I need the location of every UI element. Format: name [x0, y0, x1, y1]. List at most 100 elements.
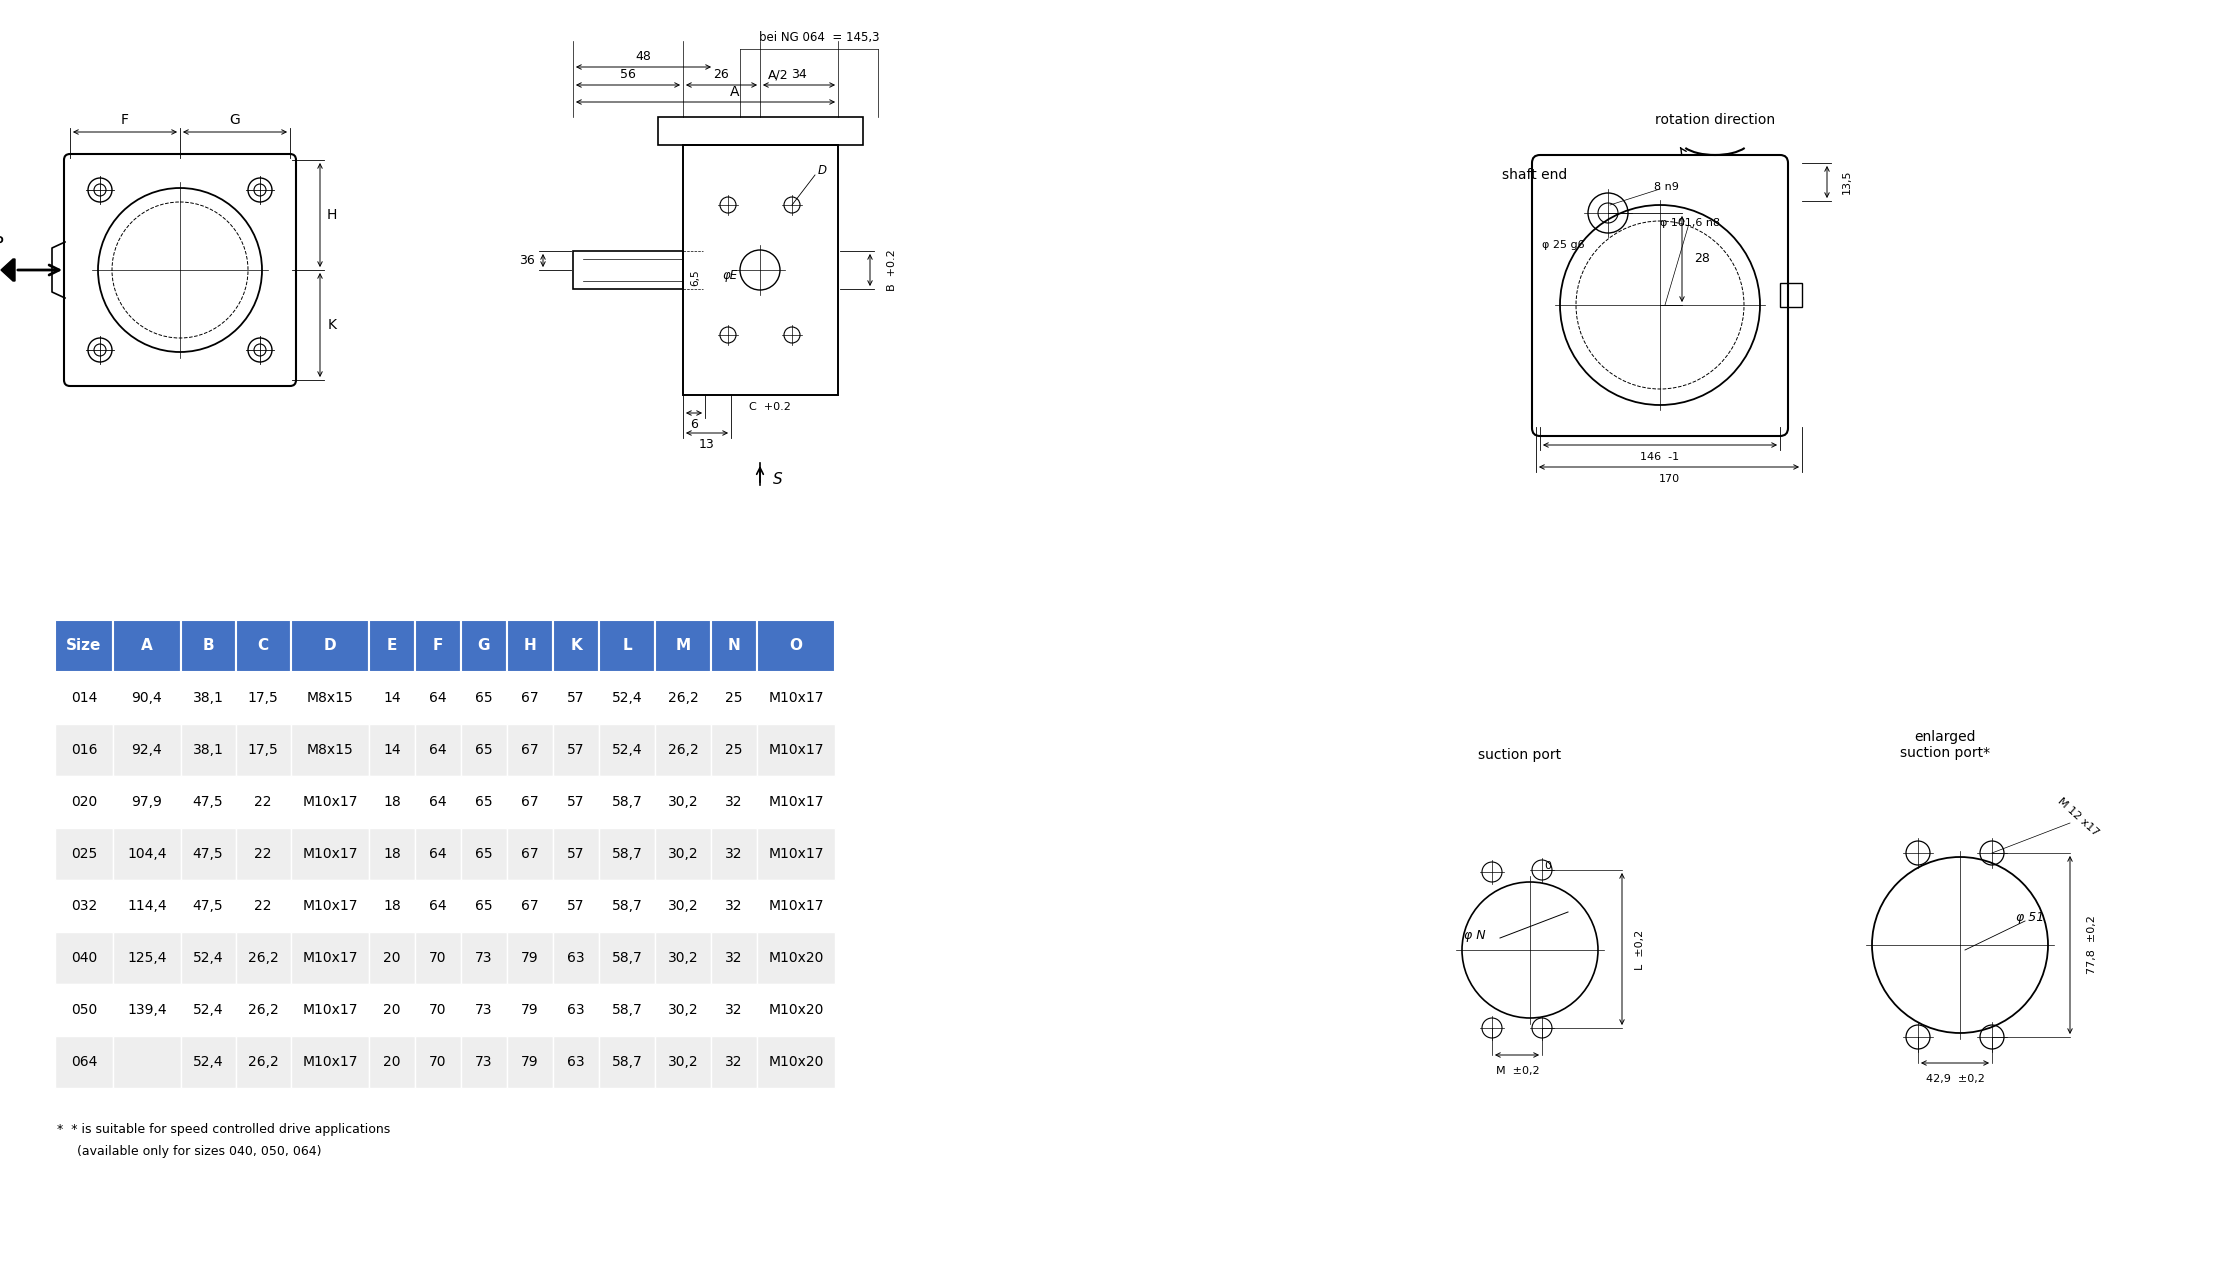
Text: Size: Size: [67, 638, 103, 654]
Text: A: A: [729, 85, 740, 99]
Text: 73: 73: [475, 1003, 493, 1017]
Bar: [236, 932, 290, 984]
Bar: [114, 828, 181, 880]
Text: M10x17: M10x17: [769, 847, 823, 862]
Bar: [415, 1036, 462, 1088]
Text: 14: 14: [384, 743, 401, 758]
Bar: [711, 880, 756, 932]
Text: 064: 064: [71, 1055, 98, 1070]
Bar: [368, 776, 415, 828]
Text: D: D: [323, 638, 337, 654]
Text: 25: 25: [725, 743, 743, 758]
Bar: [462, 672, 506, 724]
Bar: [658, 117, 863, 145]
Bar: [368, 984, 415, 1036]
Bar: [114, 1036, 181, 1088]
Bar: [553, 984, 600, 1036]
Text: 014: 014: [71, 691, 98, 705]
Text: 30,2: 30,2: [667, 795, 698, 809]
Text: φ N: φ N: [1465, 928, 1485, 941]
Bar: [656, 1036, 711, 1088]
Bar: [181, 672, 236, 724]
Text: 79: 79: [522, 951, 540, 966]
Text: 30,2: 30,2: [667, 847, 698, 862]
Text: 42,9  ±0,2: 42,9 ±0,2: [1924, 1073, 1985, 1084]
Text: 65: 65: [475, 899, 493, 913]
Text: 25: 25: [725, 691, 743, 705]
Bar: [290, 620, 368, 672]
Text: 63: 63: [566, 1003, 584, 1017]
Bar: [573, 250, 682, 289]
Text: 20: 20: [384, 1003, 401, 1017]
Bar: [553, 620, 600, 672]
Text: 26,2: 26,2: [248, 1055, 279, 1070]
Text: C  +0.2: C +0.2: [749, 402, 792, 412]
Text: 38,1: 38,1: [192, 691, 223, 705]
Text: 30,2: 30,2: [667, 951, 698, 966]
Bar: [415, 776, 462, 828]
Text: 47,5: 47,5: [192, 795, 223, 809]
Text: 90,4: 90,4: [132, 691, 163, 705]
Text: 47,5: 47,5: [192, 847, 223, 862]
Text: M8x15: M8x15: [308, 743, 352, 758]
Bar: [56, 880, 114, 932]
Text: H: H: [328, 208, 337, 222]
Text: M10x17: M10x17: [303, 1003, 357, 1017]
Bar: [290, 672, 368, 724]
Bar: [114, 672, 181, 724]
Bar: [656, 828, 711, 880]
Bar: [553, 828, 600, 880]
Text: 125,4: 125,4: [127, 951, 167, 966]
Bar: [553, 932, 600, 984]
Bar: [600, 984, 656, 1036]
Bar: [756, 620, 834, 672]
Text: 38,1: 38,1: [192, 743, 223, 758]
Text: L  ±0,2: L ±0,2: [1635, 930, 1646, 971]
Text: rotation direction: rotation direction: [1655, 113, 1775, 127]
Bar: [462, 724, 506, 776]
Bar: [756, 672, 834, 724]
Text: 34: 34: [792, 68, 807, 81]
Text: 8 n9: 8 n9: [1655, 182, 1679, 193]
Text: M10x20: M10x20: [769, 1055, 823, 1070]
Text: 64: 64: [428, 795, 446, 809]
Text: 032: 032: [71, 899, 98, 913]
Text: M10x17: M10x17: [769, 899, 823, 913]
Bar: [756, 984, 834, 1036]
Text: M10x17: M10x17: [303, 951, 357, 966]
Bar: [711, 932, 756, 984]
Text: 52,4: 52,4: [192, 1003, 223, 1017]
Text: C: C: [256, 638, 268, 654]
Text: 73: 73: [475, 1055, 493, 1070]
Text: 58,7: 58,7: [611, 1003, 642, 1017]
Bar: [506, 880, 553, 932]
Bar: [236, 672, 290, 724]
Bar: [56, 828, 114, 880]
Bar: [600, 672, 656, 724]
Text: 67: 67: [522, 743, 540, 758]
Text: 14: 14: [384, 691, 401, 705]
Text: 32: 32: [725, 1003, 743, 1017]
Bar: [600, 880, 656, 932]
Text: 22: 22: [254, 795, 272, 809]
Text: 26,2: 26,2: [667, 691, 698, 705]
Text: F: F: [120, 113, 129, 127]
Text: 67: 67: [522, 691, 540, 705]
Text: 025: 025: [71, 847, 98, 862]
Text: 70: 70: [428, 1055, 446, 1070]
Bar: [181, 984, 236, 1036]
Text: 57: 57: [566, 743, 584, 758]
Text: φ 101,6 n8: φ 101,6 n8: [1659, 218, 1719, 229]
Bar: [506, 932, 553, 984]
Text: 67: 67: [522, 795, 540, 809]
Text: 36: 36: [520, 254, 535, 267]
Text: H: H: [524, 638, 537, 654]
Text: B  +0.2: B +0.2: [888, 249, 896, 291]
Text: 64: 64: [428, 743, 446, 758]
Bar: [114, 932, 181, 984]
Text: 13,5: 13,5: [1842, 169, 1851, 194]
Text: 58,7: 58,7: [611, 1055, 642, 1070]
Bar: [181, 776, 236, 828]
Text: 67: 67: [522, 899, 540, 913]
Bar: [462, 1036, 506, 1088]
